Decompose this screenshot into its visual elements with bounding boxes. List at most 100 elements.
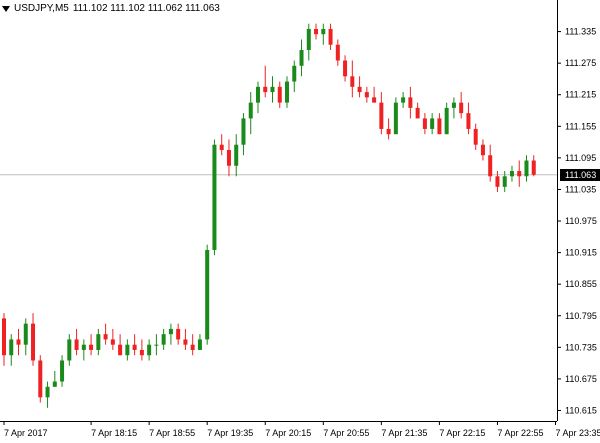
bull-candle[interactable] <box>168 328 173 335</box>
bear-candle[interactable] <box>103 334 108 340</box>
bear-candle[interactable] <box>466 113 471 129</box>
bull-candle[interactable] <box>502 176 507 187</box>
bear-candle[interactable] <box>335 44 340 61</box>
time-tick-label: 7 Apr 21:35 <box>381 428 427 438</box>
time-tick-label: 7 Apr 22:15 <box>439 428 485 438</box>
time-tick-label: 7 Apr 20:55 <box>323 428 369 438</box>
bull-candle[interactable] <box>234 144 239 166</box>
bear-candle[interactable] <box>415 107 420 119</box>
bear-candle[interactable] <box>531 160 536 175</box>
price-tick-label: 111.335 <box>565 27 596 37</box>
bear-candle[interactable] <box>364 92 369 98</box>
bull-candle[interactable] <box>60 360 65 382</box>
bear-candle[interactable] <box>517 171 522 177</box>
price-tick-label: 110.915 <box>565 248 597 258</box>
bear-candle[interactable] <box>473 128 478 145</box>
bear-candle[interactable] <box>183 339 188 345</box>
bull-candle[interactable] <box>161 334 166 345</box>
bear-candle[interactable] <box>350 76 355 87</box>
bull-candle[interactable] <box>9 339 14 356</box>
bear-candle[interactable] <box>372 97 377 103</box>
bear-candle[interactable] <box>379 102 384 129</box>
symbol-timeframe: USDJPY,M5 <box>14 3 69 14</box>
bear-candle[interactable] <box>16 339 21 345</box>
price-tick-label: 111.155 <box>565 121 596 131</box>
bull-candle[interactable] <box>205 249 210 340</box>
bull-candle[interactable] <box>430 118 435 129</box>
price-tick-label: 111.035 <box>565 184 596 194</box>
bear-candle[interactable] <box>219 144 224 150</box>
bull-candle[interactable] <box>212 144 217 250</box>
price-tick-label: 111.215 <box>565 90 596 100</box>
bull-candle[interactable] <box>444 107 449 135</box>
bull-candle[interactable] <box>401 97 406 103</box>
bear-candle[interactable] <box>357 86 362 93</box>
price-tick-label: 110.795 <box>565 311 597 321</box>
bull-candle[interactable] <box>52 381 57 387</box>
bull-candle[interactable] <box>45 386 50 398</box>
time-tick-label: 7 Apr 23:35 <box>556 428 600 438</box>
current-price-label: 111.063 <box>560 168 600 181</box>
time-tick-label: 7 Apr 22:55 <box>497 428 543 438</box>
time-tick-label: 7 Apr 2017 <box>4 428 48 438</box>
bear-candle[interactable] <box>343 60 348 77</box>
bull-candle[interactable] <box>125 344 130 356</box>
bear-candle[interactable] <box>31 323 36 361</box>
bull-candle[interactable] <box>285 81 290 103</box>
bull-candle[interactable] <box>147 344 152 356</box>
bear-candle[interactable] <box>422 118 427 129</box>
bear-candle[interactable] <box>139 349 144 356</box>
bull-candle[interactable] <box>23 323 28 345</box>
time-tick-label: 7 Apr 18:55 <box>149 428 195 438</box>
bull-candle[interactable] <box>96 334 101 350</box>
price-tick-label: 110.855 <box>565 279 597 289</box>
bear-candle[interactable] <box>437 118 442 135</box>
price-tick-label: 111.275 <box>565 58 596 68</box>
bear-candle[interactable] <box>2 318 6 356</box>
bull-candle[interactable] <box>299 49 304 66</box>
time-tick-label: 7 Apr 18:15 <box>91 428 137 438</box>
bear-candle[interactable] <box>38 360 43 398</box>
bear-candle[interactable] <box>176 328 181 340</box>
bull-candle[interactable] <box>306 28 311 50</box>
bear-candle[interactable] <box>314 28 319 35</box>
price-tick-label: 110.735 <box>565 342 597 352</box>
triangle-down-icon[interactable] <box>2 5 10 12</box>
time-tick-label: 7 Apr 20:15 <box>265 428 311 438</box>
bull-candle[interactable] <box>321 28 326 35</box>
bear-candle[interactable] <box>277 86 282 103</box>
bull-candle[interactable] <box>509 171 514 177</box>
bear-candle[interactable] <box>386 128 391 135</box>
bull-candle[interactable] <box>524 160 529 177</box>
bull-candle[interactable] <box>270 86 275 93</box>
bull-candle[interactable] <box>154 344 159 346</box>
bear-candle[interactable] <box>110 339 115 345</box>
bear-candle[interactable] <box>495 176 500 187</box>
bear-candle[interactable] <box>89 344 94 350</box>
bull-candle[interactable] <box>451 102 456 108</box>
bull-candle[interactable] <box>81 344 86 350</box>
price-tick-label: 110.975 <box>565 216 597 226</box>
time-tick-label: 7 Apr 19:35 <box>207 428 253 438</box>
bear-candle[interactable] <box>74 339 79 350</box>
bull-candle[interactable] <box>241 118 246 145</box>
chart-header: USDJPY,M5 111.102 111.102 111.062 111.06… <box>2 3 220 14</box>
bear-candle[interactable] <box>118 344 123 356</box>
bull-candle[interactable] <box>393 102 398 135</box>
bull-candle[interactable] <box>248 102 253 119</box>
bear-candle[interactable] <box>328 28 333 45</box>
bear-candle[interactable] <box>132 344 137 350</box>
bull-candle[interactable] <box>197 339 202 350</box>
bear-candle[interactable] <box>190 344 195 350</box>
bear-candle[interactable] <box>263 86 268 93</box>
bear-candle[interactable] <box>459 102 464 114</box>
bull-candle[interactable] <box>67 339 72 361</box>
bear-candle[interactable] <box>408 97 413 108</box>
bull-candle[interactable] <box>255 86 260 103</box>
price-tick-label: 111.095 <box>565 153 596 163</box>
bear-candle[interactable] <box>226 149 231 166</box>
bear-candle[interactable] <box>480 144 485 156</box>
bear-candle[interactable] <box>488 155 493 177</box>
bull-candle[interactable] <box>292 65 297 82</box>
